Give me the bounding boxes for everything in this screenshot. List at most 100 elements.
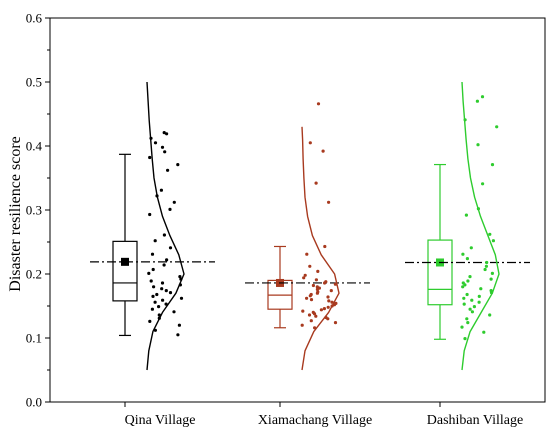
x-tick-label: Dashiban Village xyxy=(427,413,524,428)
data-point xyxy=(168,291,173,295)
data-point xyxy=(466,279,470,283)
data-point xyxy=(326,305,330,309)
data-point xyxy=(490,271,494,275)
data-point xyxy=(314,278,318,282)
density-curve xyxy=(461,81,500,371)
data-point xyxy=(326,295,330,299)
data-point xyxy=(162,131,166,135)
series-group xyxy=(405,81,530,371)
data-point xyxy=(321,149,325,153)
data-point xyxy=(307,313,312,317)
data-point xyxy=(314,181,318,185)
data-point xyxy=(300,323,304,327)
data-point xyxy=(160,281,165,285)
data-point xyxy=(157,305,161,309)
data-point xyxy=(463,118,467,122)
data-point xyxy=(313,326,317,330)
density-curve xyxy=(301,126,340,371)
data-point xyxy=(177,323,181,327)
data-point xyxy=(480,95,485,99)
data-point xyxy=(463,283,467,287)
data-point xyxy=(326,317,330,321)
data-point xyxy=(160,287,164,291)
data-point xyxy=(159,188,163,192)
data-point xyxy=(309,319,313,323)
data-point xyxy=(484,264,488,268)
data-point xyxy=(162,233,166,237)
data-point xyxy=(460,325,464,329)
data-point xyxy=(476,143,480,147)
data-point xyxy=(464,213,468,217)
data-point xyxy=(301,309,305,313)
data-point xyxy=(155,292,159,297)
data-point xyxy=(164,289,168,293)
data-point xyxy=(327,200,331,204)
data-point xyxy=(333,282,337,286)
data-point xyxy=(302,276,306,280)
y-tick-label: 0.4 xyxy=(26,139,43,154)
data-point xyxy=(305,296,309,300)
data-point xyxy=(308,264,312,268)
data-point xyxy=(305,252,309,256)
data-point xyxy=(311,283,315,288)
y-axis-label: Disaster resilience score xyxy=(7,136,24,291)
y-tick-label: 0.6 xyxy=(26,11,43,26)
x-tick-label: Qina Village xyxy=(125,413,196,428)
data-point xyxy=(491,239,495,243)
data-point xyxy=(489,291,494,295)
data-point xyxy=(479,287,483,291)
data-point xyxy=(155,194,159,198)
y-tick-label: 0.2 xyxy=(26,267,42,282)
data-point xyxy=(477,294,481,298)
data-point xyxy=(147,271,151,275)
data-point xyxy=(316,102,321,106)
series-group xyxy=(245,102,370,371)
data-point xyxy=(495,125,499,129)
data-point xyxy=(153,141,158,145)
data-point xyxy=(470,298,474,302)
data-point xyxy=(164,302,168,306)
data-point xyxy=(475,99,479,103)
data-point xyxy=(152,285,156,289)
data-point xyxy=(315,291,319,295)
data-point xyxy=(483,267,487,272)
data-point xyxy=(468,275,472,279)
plot-area xyxy=(90,81,530,371)
plot-frame xyxy=(49,17,546,403)
data-point xyxy=(488,232,492,236)
axes: 0.0 0.1 0.2 0.3 0.4 0.5 0.6 Qina Village Xiamach… xyxy=(26,11,546,428)
data-point xyxy=(470,310,474,314)
data-point xyxy=(309,298,314,302)
data-point xyxy=(330,304,334,308)
data-point xyxy=(482,330,486,334)
data-point xyxy=(162,263,166,267)
data-point xyxy=(163,150,167,154)
y-tick-label: 0.5 xyxy=(26,75,42,90)
data-point xyxy=(314,314,318,318)
data-point xyxy=(149,136,153,140)
data-point xyxy=(178,275,182,279)
box xyxy=(427,239,453,306)
data-point xyxy=(151,267,155,272)
data-point xyxy=(153,328,157,332)
data-point xyxy=(179,277,183,281)
data-point xyxy=(490,163,495,167)
data-point xyxy=(148,319,152,323)
data-point xyxy=(161,298,165,302)
data-point xyxy=(465,292,469,297)
data-point xyxy=(165,132,169,136)
data-point xyxy=(323,244,327,249)
data-point xyxy=(461,285,465,289)
data-point xyxy=(462,296,466,300)
data-point xyxy=(160,145,165,149)
data-point xyxy=(489,277,493,281)
density-curve xyxy=(146,81,185,371)
data-point xyxy=(172,200,176,204)
data-point xyxy=(168,246,173,250)
data-point xyxy=(176,163,180,167)
data-point xyxy=(308,141,312,145)
data-point xyxy=(465,317,469,321)
data-point xyxy=(330,300,334,304)
